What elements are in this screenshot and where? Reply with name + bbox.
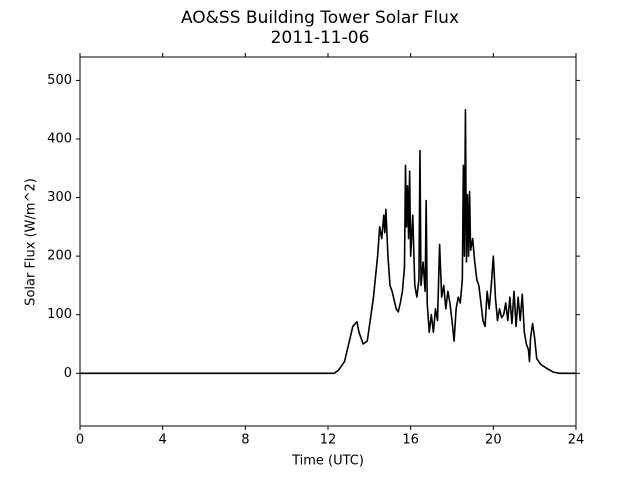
x-tick-label: 24: [568, 433, 585, 448]
x-axis-label: Time (UTC): [291, 454, 364, 469]
y-tick-label: 200: [47, 249, 72, 264]
data-line: [80, 108, 576, 375]
x-tick-label: 16: [402, 433, 419, 448]
x-tick-label: 20: [485, 433, 502, 448]
plot-frame: [79, 56, 577, 427]
y-tick-label: 500: [47, 73, 72, 88]
x-tick-label: 8: [241, 433, 249, 448]
y-tick-label: 100: [47, 307, 72, 322]
y-tick-label: 0: [64, 366, 72, 381]
y-tick-label: 300: [47, 190, 72, 205]
x-tick-label: 0: [76, 433, 84, 448]
x-tick-label: 12: [320, 433, 337, 448]
chart-title: AO&SS Building Tower Solar Flux: [181, 8, 459, 28]
y-axis-label: Solar Flux (W/m^2): [24, 178, 39, 306]
chart-subtitle: 2011-11-06: [271, 28, 370, 48]
x-tick-label: 4: [159, 433, 167, 448]
y-tick-label: 400: [47, 132, 72, 147]
